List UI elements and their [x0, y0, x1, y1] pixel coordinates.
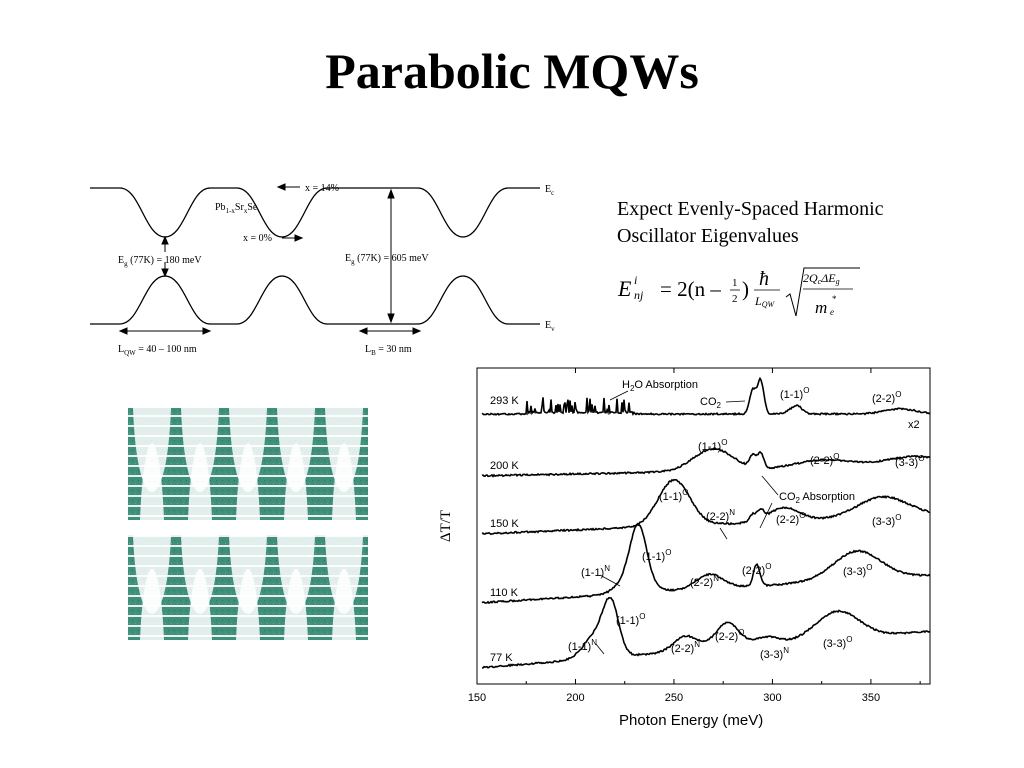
- well-gap: [332, 568, 356, 640]
- svg-text:e: e: [830, 307, 834, 317]
- peak-label: (2-2)N: [690, 574, 719, 589]
- description-line-1: Expect Evenly-Spaced Harmonic: [617, 198, 884, 220]
- x-tick-label: 250: [665, 692, 683, 704]
- well-gap: [140, 443, 164, 520]
- material-label: Pb1-xSrxSe: [215, 202, 258, 215]
- co2-top-annotation: CO2: [700, 396, 722, 410]
- peak-label: (1-1)O: [659, 488, 688, 503]
- well-gap: [284, 568, 308, 640]
- peak-label: (2-2)O: [872, 390, 901, 405]
- slide-title: Parabolic MQWs: [325, 43, 699, 99]
- svg-text:2QcΔEg: 2QcΔEg: [803, 271, 840, 286]
- annotation-arrow: [599, 574, 621, 587]
- peak-label: (2-2)O: [776, 511, 805, 526]
- annotation-arrow: [595, 643, 605, 655]
- svg-text:= 2(n –: = 2(n –: [660, 277, 721, 301]
- svg-text:): ): [742, 277, 749, 301]
- well-gap: [188, 568, 212, 640]
- well-gap: [140, 568, 164, 640]
- svg-text:i: i: [634, 273, 637, 287]
- peak-label: (3-3)O: [872, 513, 901, 528]
- peak-label: (3-3)O: [895, 454, 924, 469]
- peak-label: (2-2)N: [671, 640, 700, 655]
- peak-label: (3-3)N: [760, 646, 789, 661]
- svg-text:E: E: [617, 276, 632, 301]
- series-line: [481, 478, 931, 536]
- x-tick-label: 350: [862, 692, 880, 704]
- x14-label: x = 14%: [305, 183, 339, 194]
- series-label: 200 K: [490, 460, 519, 472]
- well-gap: [236, 443, 260, 520]
- peak-label: (1-1)O: [616, 612, 645, 627]
- series-label: 77 K: [490, 652, 513, 664]
- x-tick-label: 150: [468, 692, 486, 704]
- x-axis-label: Photon Energy (meV): [619, 712, 763, 729]
- series-line: [481, 376, 931, 417]
- co2-absorption-annotation: CO2 Absorption: [779, 491, 855, 505]
- wells-bottom: [128, 535, 368, 640]
- x-tick-label: 300: [763, 692, 781, 704]
- description: Expect Evenly-Spaced Harmonic Oscillator…: [617, 196, 884, 250]
- peak-label: (3-3)O: [823, 635, 852, 650]
- peak-label: (3-3)O: [843, 563, 872, 578]
- peak-label: (1-1)O: [780, 386, 809, 401]
- svg-text:LQW: LQW: [754, 294, 775, 309]
- peak-label: (2-2)N: [706, 508, 735, 523]
- svg-text:*: *: [832, 294, 837, 304]
- x-tick-label: 200: [566, 692, 584, 704]
- svg-text:m: m: [815, 298, 827, 317]
- chart-annotations: H2O Absorption CO2 CO2 Absorption: [609, 379, 855, 529]
- eg-well-label: Eg (77K) = 180 meV: [118, 255, 202, 268]
- peak-label: (2-2)O: [742, 562, 771, 577]
- series-line: [481, 447, 931, 478]
- description-line-2: Oscillator Eigenvalues: [617, 225, 799, 247]
- y-axis-label: ΔT/T: [438, 510, 454, 542]
- wells-top: [128, 408, 368, 520]
- lb-label: LB = 30 nm: [365, 344, 412, 357]
- svg-text:1: 1: [732, 277, 738, 289]
- series-scale-label: x2: [908, 419, 920, 431]
- well-gap: [332, 443, 356, 520]
- peak-label: (1-1)N: [568, 638, 597, 653]
- h2o-annotation: H2O Absorption: [622, 379, 698, 393]
- series-line: [481, 596, 931, 669]
- ev-label: Ev: [545, 320, 555, 333]
- annotation-arrow: [719, 527, 728, 540]
- chart-peak-labels: (1-1)O (2-2)O (1-1)O (2-2)O (3-3)O (1-1)O (2-2…: [568, 386, 924, 661]
- chart-series: 293 K x2 200 K 150 K 110 K 77 K: [481, 376, 931, 669]
- lqw-label: LQW = 40 – 100 nm: [118, 344, 197, 357]
- series-label: 110 K: [490, 587, 519, 599]
- svg-text:ħ: ħ: [759, 268, 769, 290]
- series-line: [481, 523, 931, 605]
- series-label: 150 K: [490, 518, 519, 530]
- peak-label: (1-1)N: [581, 564, 610, 579]
- series-label: 293 K: [490, 395, 519, 407]
- well-gap: [236, 568, 260, 640]
- peak-label: (1-1)O: [642, 548, 671, 563]
- eg-barrier-label: Eg (77K) = 605 meV: [345, 253, 429, 266]
- peak-label: (2-2)O: [810, 452, 839, 467]
- well-gap: [284, 443, 308, 520]
- peak-label: (1-1)O: [698, 438, 727, 453]
- chart-ticks: 150 200 250 300 350: [468, 368, 921, 704]
- svg-text:2: 2: [732, 293, 738, 305]
- ec-label: Ec: [545, 184, 554, 197]
- peak-label: (2-2)O: [715, 628, 744, 643]
- x0-label: x = 0%: [243, 233, 272, 244]
- well-gap: [188, 443, 212, 520]
- svg-text:nj: nj: [634, 288, 644, 302]
